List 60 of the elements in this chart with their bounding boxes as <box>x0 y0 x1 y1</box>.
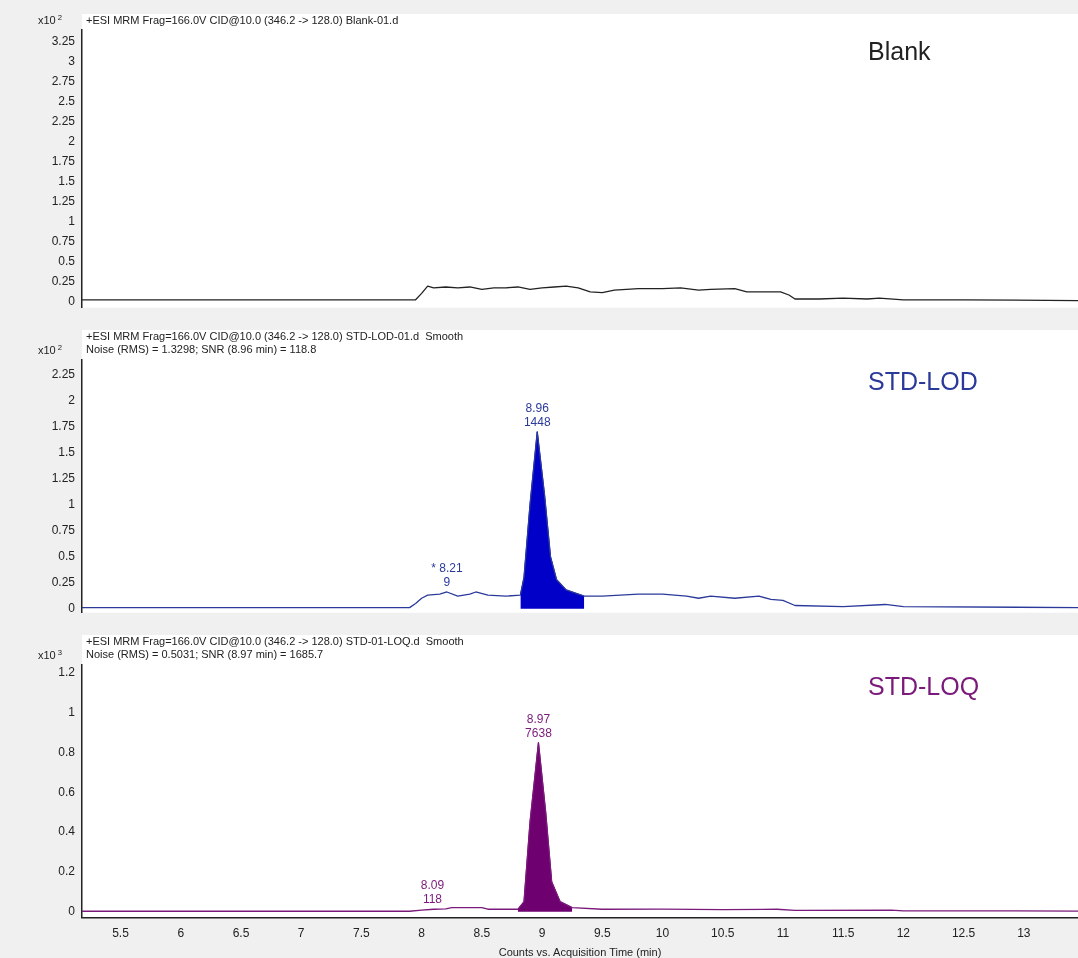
y-tick-label: 2.25 <box>51 113 76 128</box>
y-tick-label: 0.5 <box>58 548 76 563</box>
text: STD-LOD <box>868 367 978 395</box>
chart-title: +ESI MRM Frag=166.0V CID@10.0 (346.2 -> 128.0) Blank-01.d <box>86 14 399 26</box>
annotation: * 8.21 9 <box>431 560 463 589</box>
x-tick-label: 11 <box>776 926 790 941</box>
x-tick-label: 7.5 <box>353 926 371 941</box>
y-tick-label: 0 <box>68 293 76 308</box>
chart-title: +ESI MRM Frag=166.0V CID@10.0 (346.2 -> 128.0) STD-LOD-01.d Smooth <box>86 330 464 342</box>
y-tick-label: 1.2 <box>58 665 76 680</box>
x-tick-label: 12 <box>896 926 911 941</box>
y-tick-label: 2.25 <box>51 366 76 381</box>
x-tick-label: 9.5 <box>593 926 611 941</box>
y-tick-label: 0.2 <box>58 864 76 879</box>
x-tick-label: 12.5 <box>951 926 976 941</box>
y-tick-label: 1 <box>68 213 76 228</box>
x-axis-title: Counts vs. Acquisition Time (min) <box>498 946 662 958</box>
y-tick-label: 1.25 <box>51 193 76 208</box>
y-tick-label: 1 <box>68 496 76 511</box>
y-tick-label: 3 <box>68 53 76 68</box>
x-tick-label: 6 <box>177 926 185 941</box>
y-tick-label: 2 <box>68 133 76 148</box>
x-tick-label: 8 <box>418 926 426 941</box>
x-tick-label: 5.5 <box>112 926 130 941</box>
y-tick-label: 1.75 <box>51 418 76 433</box>
y-tick-label: 0.75 <box>51 233 76 248</box>
y-tick-label: 2.5 <box>58 93 76 108</box>
x-tick-label: 10 <box>655 926 670 941</box>
y-tick-label: 1.5 <box>58 444 76 459</box>
text: STD-LOQ <box>868 672 980 700</box>
text: Blank <box>868 37 932 65</box>
x-tick-label: 7 <box>297 926 305 941</box>
chart-subtitle: Noise (RMS) = 1.3298; SNR (8.96 min) = 118.8 <box>86 343 317 355</box>
y-tick-label: 1.75 <box>51 153 76 168</box>
y-tick-label: 1.5 <box>58 173 76 188</box>
y-tick-label: 0 <box>68 903 76 918</box>
y-tick-label: 0.6 <box>58 784 76 799</box>
annotation: 8.97 7638 <box>525 711 553 740</box>
x-tick-label: 11.5 <box>831 926 855 941</box>
y-tick-label: 0.25 <box>51 273 76 288</box>
x-tick-label: 10.5 <box>711 926 735 941</box>
y-tick-label: 0 <box>68 600 76 615</box>
y-tick-label: 3.25 <box>51 33 76 48</box>
y-tick-label: 2.75 <box>51 73 76 88</box>
y-tick-label: 1.25 <box>51 470 76 485</box>
y-tick-label: 2 <box>68 392 76 407</box>
chart-title: +ESI MRM Frag=166.0V CID@10.0 (346.2 -> 128.0) STD-01-LOQ.d Smooth <box>86 635 464 647</box>
y-tick-label: 0.75 <box>51 522 76 537</box>
chart-subtitle: Noise (RMS) = 0.5031; SNR (8.97 min) = 1685.7 <box>86 648 324 660</box>
y-tick-label: 1 <box>68 705 76 720</box>
x-tick-label: 9 <box>538 926 546 941</box>
annotation: 8.09 118 <box>420 878 445 907</box>
annotation: 8.96 1448 <box>523 400 551 429</box>
x-tick-label: 13 <box>1017 926 1031 941</box>
x-tick-label: 6.5 <box>232 926 250 941</box>
y-tick-label: 0.5 <box>58 253 76 268</box>
y-tick-label: 0.8 <box>58 744 76 759</box>
y-tick-label: 0.25 <box>51 574 76 589</box>
y-tick-label: 0.4 <box>58 824 76 839</box>
x-tick-label: 8.5 <box>473 926 491 941</box>
